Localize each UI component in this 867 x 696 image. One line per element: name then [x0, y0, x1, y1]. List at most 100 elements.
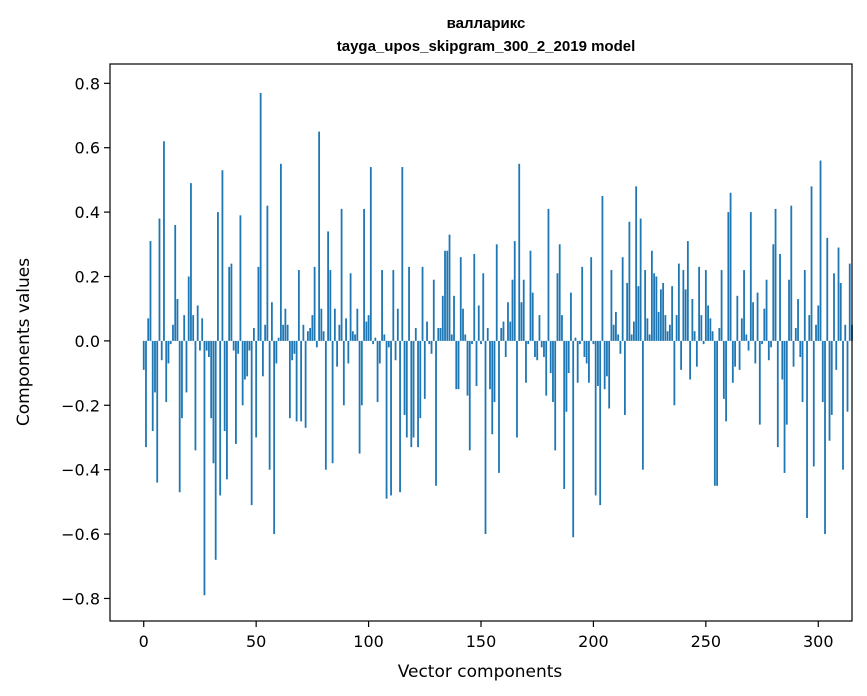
- bar: [217, 212, 219, 341]
- bars-group: [142, 92, 853, 596]
- bar: [567, 340, 570, 374]
- bar: [498, 340, 500, 473]
- bar: [453, 295, 455, 341]
- bar: [176, 299, 179, 341]
- bar: [480, 340, 482, 345]
- bar: [720, 270, 723, 341]
- bar: [376, 340, 379, 403]
- bar: [745, 334, 748, 341]
- bar: [264, 324, 267, 341]
- bar: [318, 131, 321, 341]
- bar: [606, 340, 608, 377]
- bar: [594, 340, 597, 496]
- bar: [684, 289, 687, 341]
- bar: [592, 340, 595, 345]
- bar: [734, 340, 736, 367]
- bar: [662, 282, 665, 341]
- bar: [597, 340, 599, 386]
- bar: [459, 257, 462, 341]
- bar: [812, 340, 815, 467]
- bar: [275, 340, 278, 364]
- bar: [722, 340, 725, 399]
- bar: [707, 305, 709, 341]
- bar: [549, 340, 552, 374]
- bar: [711, 331, 714, 341]
- y-axis-label: Components values: [14, 258, 34, 426]
- bar: [365, 321, 368, 341]
- bar: [637, 286, 640, 341]
- bar: [183, 315, 186, 341]
- bar: [266, 205, 269, 341]
- bar: [205, 340, 208, 351]
- bar: [381, 270, 383, 341]
- bar: [495, 244, 498, 341]
- bar: [428, 340, 431, 345]
- bar: [158, 218, 161, 341]
- bar: [824, 340, 826, 535]
- bar: [792, 340, 795, 367]
- bar: [383, 334, 386, 341]
- bar: [630, 334, 633, 341]
- bar: [419, 340, 422, 419]
- bar: [817, 305, 820, 341]
- bar: [504, 340, 507, 357]
- bar: [754, 340, 757, 364]
- bar: [320, 308, 323, 341]
- chart-subtitle: tayga_upos_skipgram_300_2_2019 model: [337, 38, 636, 55]
- bar: [558, 244, 561, 341]
- bar: [396, 308, 399, 341]
- bar: [475, 340, 478, 386]
- bar: [363, 208, 365, 341]
- bar: [279, 163, 282, 341]
- bar: [821, 340, 824, 403]
- bar: [167, 340, 170, 364]
- bar: [776, 340, 779, 448]
- bar: [450, 334, 453, 341]
- bar: [522, 279, 525, 341]
- bar: [324, 340, 327, 470]
- bar: [702, 340, 705, 345]
- bar: [333, 308, 336, 341]
- bar: [770, 340, 772, 348]
- bar: [574, 337, 577, 341]
- bar: [387, 340, 390, 348]
- bar: [641, 340, 644, 470]
- bar: [291, 340, 294, 361]
- bar: [761, 340, 763, 345]
- bar: [239, 215, 242, 341]
- bar: [331, 340, 334, 464]
- bar: [718, 328, 721, 341]
- bar: [767, 340, 770, 361]
- bar: [464, 334, 467, 341]
- bar: [444, 250, 446, 341]
- bar: [282, 324, 285, 341]
- bar: [295, 340, 298, 422]
- bar: [410, 340, 413, 448]
- bar: [288, 340, 291, 419]
- bar: [208, 340, 210, 357]
- bar: [615, 311, 617, 341]
- bar: [617, 334, 620, 341]
- bar: [579, 340, 581, 345]
- x-tick-label: 300: [803, 632, 834, 651]
- bar: [369, 167, 372, 341]
- bar: [763, 308, 766, 341]
- bar: [336, 340, 338, 367]
- bar: [835, 340, 838, 370]
- bar: [484, 340, 487, 535]
- bar: [284, 308, 287, 341]
- bar: [471, 340, 473, 345]
- bar: [671, 286, 674, 341]
- bar: [219, 340, 222, 496]
- bar: [241, 340, 244, 406]
- bar: [552, 340, 554, 403]
- bar: [583, 340, 586, 357]
- bar: [653, 273, 656, 341]
- bar: [374, 337, 377, 341]
- x-tick-label: 200: [578, 632, 609, 651]
- bar: [149, 241, 152, 341]
- bar: [511, 279, 514, 341]
- bar: [246, 340, 249, 377]
- bar: [230, 263, 233, 341]
- y-tick-label: 0.8: [75, 74, 100, 93]
